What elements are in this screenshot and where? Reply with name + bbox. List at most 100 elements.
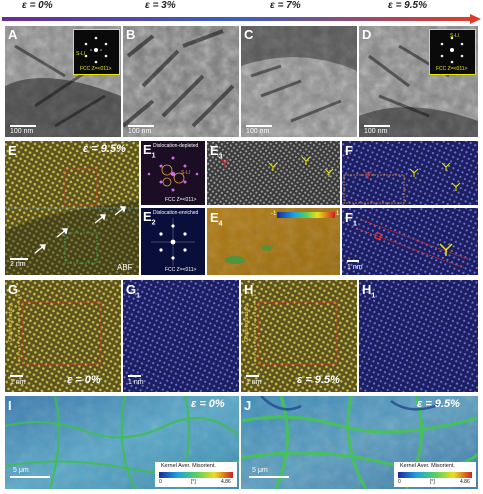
scale-label-b: 100 nm [128,128,152,135]
panel-h-strain: ε = 9.5% [297,374,340,386]
panel-e4-label: E4 [210,210,223,228]
tem-image-b [123,26,239,137]
panel-e-label: E [8,143,17,158]
scale-label-f1: 1 nm [347,264,363,271]
panel-c-label: C [244,27,254,42]
scale-bar-d [364,125,390,127]
diffraction-inset-a: S-Ll FCC Z=<011> [73,29,120,75]
panel-h: Grain boundary H ε = 9.5% 1 nm [241,280,357,392]
strain-label-1: ε = 3% [145,0,176,11]
panel-c: C 100 nm [241,26,357,137]
hrtem-image-e [5,141,139,275]
panel-g: Grain boundary G ε = 0% 1 nm [5,280,121,392]
strain-label-3: ε = 9.5% [388,0,427,11]
inset-note-d: S-Ll [450,33,459,39]
kam-colorbar-i [159,472,233,478]
strain-arrow [2,14,481,24]
panel-d: D S-Ll FCC Z=<011> 100 nm [359,26,478,137]
kam-legend-unit-i: [°] [191,479,196,485]
scale-bar-f1 [347,260,359,262]
scale-label-a: 100 nm [10,128,34,135]
colorbar-e4 [277,212,335,218]
panel-g-label: G [8,282,19,297]
kam-legend-j: Kernel Aver. Misorient. 0 [°] 4.86 [394,462,476,487]
scale-bar-a [10,125,36,127]
kam-legend-title-i: Kernel Aver. Misorient. [161,463,216,469]
strain-label-2: ε = 7% [270,0,301,11]
colorbar-e4-min: -1 [271,211,277,217]
fft-pattern-e1 [147,156,199,192]
scale-bar-g1 [128,375,141,377]
panel-e1-zone: FCC Z=<011> [165,197,197,203]
panel-i-label: I [8,398,12,413]
panel-h1-label: H1 [362,282,376,300]
scale-bar-e [10,258,28,260]
panel-e1-label: E1 [143,142,156,160]
panel-e-mode: ABF [117,263,133,272]
panel-g1-label: G1 [126,282,141,300]
panel-g-strain: ε = 0% [67,374,101,386]
scale-bar-b [128,125,154,127]
panel-i-strain: ε = 0% [191,398,225,410]
panel-e1: E1 Dislocation-depleted S-Ll FCC Z=<011> [141,141,205,205]
panel-e-strain: ε = 9.5% [83,143,126,155]
inset-zone-a: FCC Z=<011> [80,66,112,72]
scale-label-e: 2 nm [10,261,26,268]
panel-g1: G1 1 nm [123,280,239,392]
tem-image-a [5,26,121,137]
grain-boundary-label-h: Grain boundary [244,304,250,342]
panel-b: B 100 nm [123,26,239,137]
panel-f-label: F [345,143,353,158]
scale-bar-j [249,476,289,478]
tem-image-c [241,26,357,137]
scale-label-d: 100 nm [364,128,388,135]
kam-legend-min-j: 0 [398,479,401,485]
lattice-image-f1 [342,208,478,275]
kam-legend-unit-j: [°] [430,479,435,485]
hrtem-image-h [241,280,357,392]
panel-h1: H1 [359,280,478,392]
grain-boundary-label-g: Grain boundary [8,304,14,342]
inset-note-a: S-Ll [76,51,85,57]
panel-b-label: B [126,27,136,42]
kam-legend-max-j: 4.86 [460,479,470,485]
panel-e: E ε = 9.5% 2 nm ABF [5,141,139,275]
scale-label-i: 5 μm [13,467,29,474]
kam-legend-i: Kernel Aver. Misorient. 0 [°] 4.86 [155,462,237,487]
panel-j-strain: ε = 9.5% [417,398,460,410]
kam-legend-min-i: 0 [159,479,162,485]
lattice-image-f [342,141,478,205]
scale-label-g1: 1 nm [128,379,144,386]
scale-bar-g [10,375,23,377]
diffraction-pattern-a [84,36,108,64]
panel-j-label: J [244,398,252,413]
panel-a: A S-Ll FCC Z=<011> 100 nm [5,26,121,137]
scale-label-c: 100 nm [246,128,270,135]
kam-legend-max-i: 4.86 [221,479,231,485]
panel-d-label: D [362,27,372,42]
lattice-image-h1 [359,280,478,392]
panel-e1-note: S-Ll [181,170,190,176]
kam-colorbar-j [398,472,472,478]
diffraction-pattern-d [440,36,464,64]
panel-j: J ε = 9.5% 5 μm Kernel Aver. Misorient. … [241,396,478,489]
panel-i: I ε = 0% 5 μm Kernel Aver. Misorient. 0 … [5,396,239,489]
lattice-image-g1 [123,280,239,392]
colorbar-e4-max: 1 [336,211,340,217]
inset-zone-d: FCC Z=<011> [436,66,468,72]
strain-label-0: ε = 0% [22,0,53,11]
panel-e3-label: E3 [210,143,223,161]
panel-f: F [342,141,478,205]
panel-e2-caption: Dislocation-enriched [153,210,199,216]
panel-e2: E2 Dislocation-enriched FCC Z=<011> [141,208,205,275]
hrtem-image-g [5,280,121,392]
scale-label-h: 1 nm [246,379,262,386]
scale-label-j: 5 μm [252,467,268,474]
fft-pattern-e2 [151,218,195,266]
panel-f1: F1 1 nm [342,208,478,275]
scale-bar-c [246,125,272,127]
panel-f1-label: F1 [345,210,357,228]
panel-e1-caption: Dislocation-depleted [153,143,199,149]
panel-e4: E4 -1 1 [207,208,340,275]
panel-e3: E3 [207,141,340,205]
